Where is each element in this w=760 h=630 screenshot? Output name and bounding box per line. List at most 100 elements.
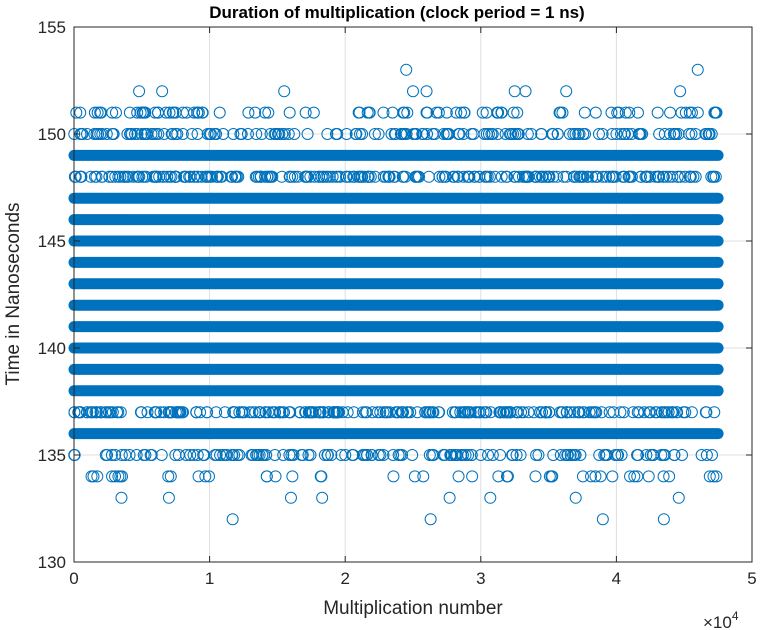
data-point — [111, 406, 124, 419]
data-point — [365, 449, 378, 461]
data-point — [203, 470, 216, 483]
data-point — [647, 449, 660, 461]
data-point — [68, 170, 81, 183]
data-point — [484, 491, 497, 504]
data-point — [569, 449, 582, 461]
data-point — [400, 63, 413, 76]
data-point — [356, 128, 369, 140]
data-point — [640, 170, 653, 183]
data-point — [165, 170, 178, 183]
data-point — [202, 170, 215, 183]
data-point — [600, 170, 613, 183]
data-point — [286, 170, 299, 183]
data-point — [190, 406, 203, 419]
data-point — [665, 406, 678, 419]
data-point — [547, 170, 560, 183]
data-point — [532, 449, 545, 461]
data-point — [480, 128, 493, 140]
data-point — [685, 406, 698, 419]
data-point — [81, 406, 94, 419]
data-point-row — [68, 342, 724, 354]
data-point — [387, 470, 400, 483]
data-point — [233, 406, 246, 419]
data-point — [328, 406, 341, 419]
data-point — [302, 449, 315, 461]
data-points — [68, 63, 724, 526]
data-point — [458, 106, 471, 119]
data-point — [519, 85, 532, 98]
data-point — [377, 449, 390, 461]
data-point — [199, 470, 212, 483]
data-point — [356, 170, 369, 183]
data-point — [596, 128, 609, 140]
data-point — [546, 470, 559, 483]
y-tick-label: 130 — [38, 553, 66, 572]
data-point — [191, 128, 204, 140]
data-point — [141, 406, 154, 419]
data-point — [171, 406, 184, 419]
data-point — [112, 170, 125, 183]
data-point — [623, 470, 636, 483]
data-point — [417, 470, 430, 483]
data-point — [348, 170, 361, 183]
data-point — [422, 170, 435, 183]
data-point-row — [68, 214, 724, 226]
data-point — [518, 170, 531, 183]
data-point — [322, 406, 335, 419]
data-point — [101, 449, 114, 461]
data-point — [209, 449, 222, 461]
x-axis-multiplier: ×104 — [703, 609, 739, 630]
data-point — [595, 406, 608, 419]
data-point — [153, 170, 166, 183]
data-point — [574, 449, 587, 461]
data-point — [91, 106, 104, 119]
data-point — [361, 449, 374, 461]
data-point — [278, 128, 291, 140]
data-point — [655, 406, 668, 419]
data-point — [278, 85, 291, 98]
data-point-row — [68, 278, 724, 290]
data-point — [169, 128, 182, 140]
data-point — [573, 128, 586, 140]
data-point — [159, 106, 172, 119]
data-point — [397, 170, 410, 183]
data-point — [569, 491, 582, 504]
data-point — [408, 470, 421, 483]
data-point — [131, 128, 144, 140]
data-point — [710, 470, 723, 483]
data-point — [409, 128, 422, 140]
data-point — [299, 406, 312, 419]
data-point — [368, 128, 381, 140]
data-point — [91, 470, 104, 483]
data-point — [124, 128, 137, 140]
data-point — [301, 128, 314, 140]
data-point — [250, 170, 263, 183]
data-point — [75, 170, 88, 183]
data-point — [603, 170, 616, 183]
data-point — [132, 170, 145, 183]
x-tick-label: 3 — [476, 569, 485, 588]
data-point — [636, 128, 649, 140]
data-point — [157, 170, 170, 183]
data-point — [672, 128, 685, 140]
data-point — [379, 170, 392, 183]
data-point — [512, 128, 525, 140]
data-point — [121, 128, 134, 140]
data-point — [605, 106, 618, 119]
data-point — [500, 170, 513, 183]
data-point — [385, 128, 398, 140]
data-point — [492, 106, 505, 119]
data-point — [106, 106, 119, 119]
data-point — [617, 406, 630, 419]
data-point — [674, 170, 687, 183]
data-point — [129, 128, 142, 140]
data-point — [465, 449, 478, 461]
data-point — [432, 106, 445, 119]
data-point — [168, 170, 181, 183]
data-point — [495, 106, 508, 119]
data-point — [275, 170, 288, 183]
data-point — [618, 128, 631, 140]
data-point — [482, 449, 495, 461]
data-point — [325, 449, 338, 461]
y-tick-label: 140 — [38, 339, 66, 358]
